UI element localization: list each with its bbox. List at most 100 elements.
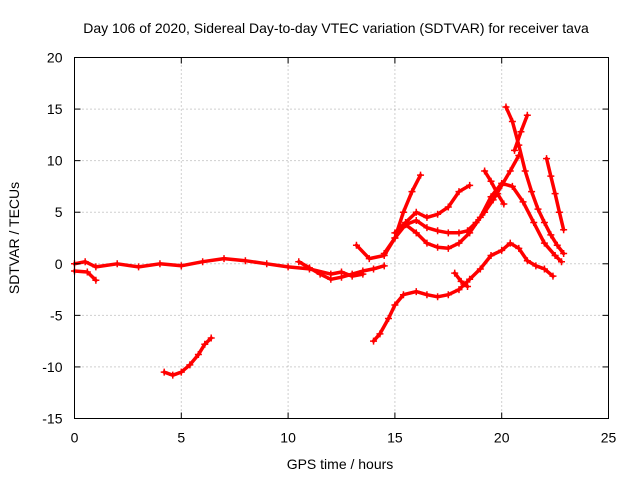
data-point: [532, 262, 540, 270]
data-point: [423, 213, 431, 221]
data-point: [508, 117, 516, 125]
data-point: [295, 258, 303, 266]
data-point: [472, 219, 480, 227]
series-line: [371, 241, 555, 343]
data-point: [412, 216, 420, 224]
data-point: [534, 205, 542, 213]
series-line: [482, 169, 506, 206]
data-point: [423, 291, 431, 299]
data-point: [434, 293, 442, 301]
data-point: [92, 263, 100, 271]
data-point: [160, 368, 168, 376]
data-point: [560, 226, 568, 234]
data-point: [547, 172, 555, 180]
series-baseline-c: [295, 258, 388, 283]
data-point: [515, 244, 523, 252]
data-point: [455, 239, 463, 247]
data-point: [498, 181, 506, 189]
data-point: [169, 371, 177, 379]
data-point: [365, 255, 373, 263]
data-point: [391, 229, 399, 237]
data-point: [481, 167, 489, 175]
series-baseline-b: [71, 267, 100, 284]
x-axis-label: GPS time / hours: [287, 456, 394, 472]
data-point: [487, 177, 495, 185]
data-point: [412, 208, 420, 216]
series-peak-b: [502, 103, 568, 257]
data-point: [464, 282, 472, 290]
data-point: [305, 264, 313, 272]
data-point: [555, 208, 563, 216]
data-point: [81, 258, 89, 266]
data-point: [434, 227, 442, 235]
data-point: [402, 221, 410, 229]
y-tick-label: 10: [47, 153, 63, 169]
data-point: [434, 243, 442, 251]
data-point: [241, 257, 249, 265]
data-point: [207, 334, 215, 342]
data-point: [177, 368, 185, 376]
y-tick-label: 0: [55, 256, 63, 272]
y-tick-label: -10: [42, 359, 62, 375]
data-point: [547, 231, 555, 239]
data-point: [376, 330, 384, 338]
data-point: [370, 265, 378, 273]
x-tick-label: 5: [177, 430, 185, 446]
series-early-dip: [160, 334, 215, 379]
series-peak-a: [481, 167, 508, 208]
data-point: [506, 239, 514, 247]
data-point: [92, 276, 100, 284]
data-point: [530, 219, 538, 227]
data-point: [466, 181, 474, 189]
chart-title: Day 106 of 2020, Sidereal Day-to-day VTE…: [83, 20, 589, 36]
data-point: [359, 267, 367, 275]
x-tick-label: 25: [601, 430, 617, 446]
data-point: [540, 265, 548, 273]
data-point: [338, 273, 345, 281]
series-small-bump: [451, 269, 472, 290]
data-point: [560, 249, 568, 257]
series-evening-d: [402, 151, 523, 237]
y-tick-label: 15: [47, 101, 63, 117]
data-point: [417, 171, 425, 179]
data-point: [83, 268, 91, 276]
x-tick-labels: 0 5 10 15 20 25: [71, 430, 617, 446]
data-point: [434, 210, 442, 218]
x-tick-label: 20: [494, 430, 510, 446]
y-tick-label: 20: [47, 50, 63, 66]
data-point: [489, 196, 497, 204]
data-point: [502, 103, 510, 111]
data-point: [464, 227, 472, 235]
tick-marks: [74, 57, 609, 419]
x-tick-label: 0: [71, 430, 79, 446]
data-point: [521, 167, 529, 175]
y-tick-label: -15: [42, 411, 62, 427]
data-point: [457, 277, 465, 285]
data-point: [540, 239, 548, 247]
data-point: [506, 167, 514, 175]
data-point: [543, 155, 551, 163]
series-evening-c: [391, 181, 474, 237]
data-point: [284, 263, 292, 271]
data-point: [551, 190, 559, 198]
data-point: [493, 190, 501, 198]
y-axis-label: SDTVAR / TECUs: [6, 182, 22, 294]
data-point: [399, 208, 407, 216]
data-point: [455, 229, 463, 237]
data-point: [186, 361, 194, 369]
y-tick-label: 5: [55, 204, 63, 220]
data-point: [156, 260, 164, 268]
data-point: [455, 286, 463, 294]
data-point: [316, 270, 324, 278]
data-point: [444, 244, 452, 252]
data-point: [408, 188, 416, 196]
x-tick-label: 15: [387, 430, 403, 446]
series-dip-recovery: [370, 239, 557, 345]
data-point: [423, 224, 431, 232]
grid-lines: [74, 57, 609, 419]
data-point: [177, 262, 185, 270]
data-series: [71, 103, 568, 379]
series-line: [504, 105, 566, 256]
data-point: [412, 288, 420, 296]
data-point: [399, 291, 407, 299]
